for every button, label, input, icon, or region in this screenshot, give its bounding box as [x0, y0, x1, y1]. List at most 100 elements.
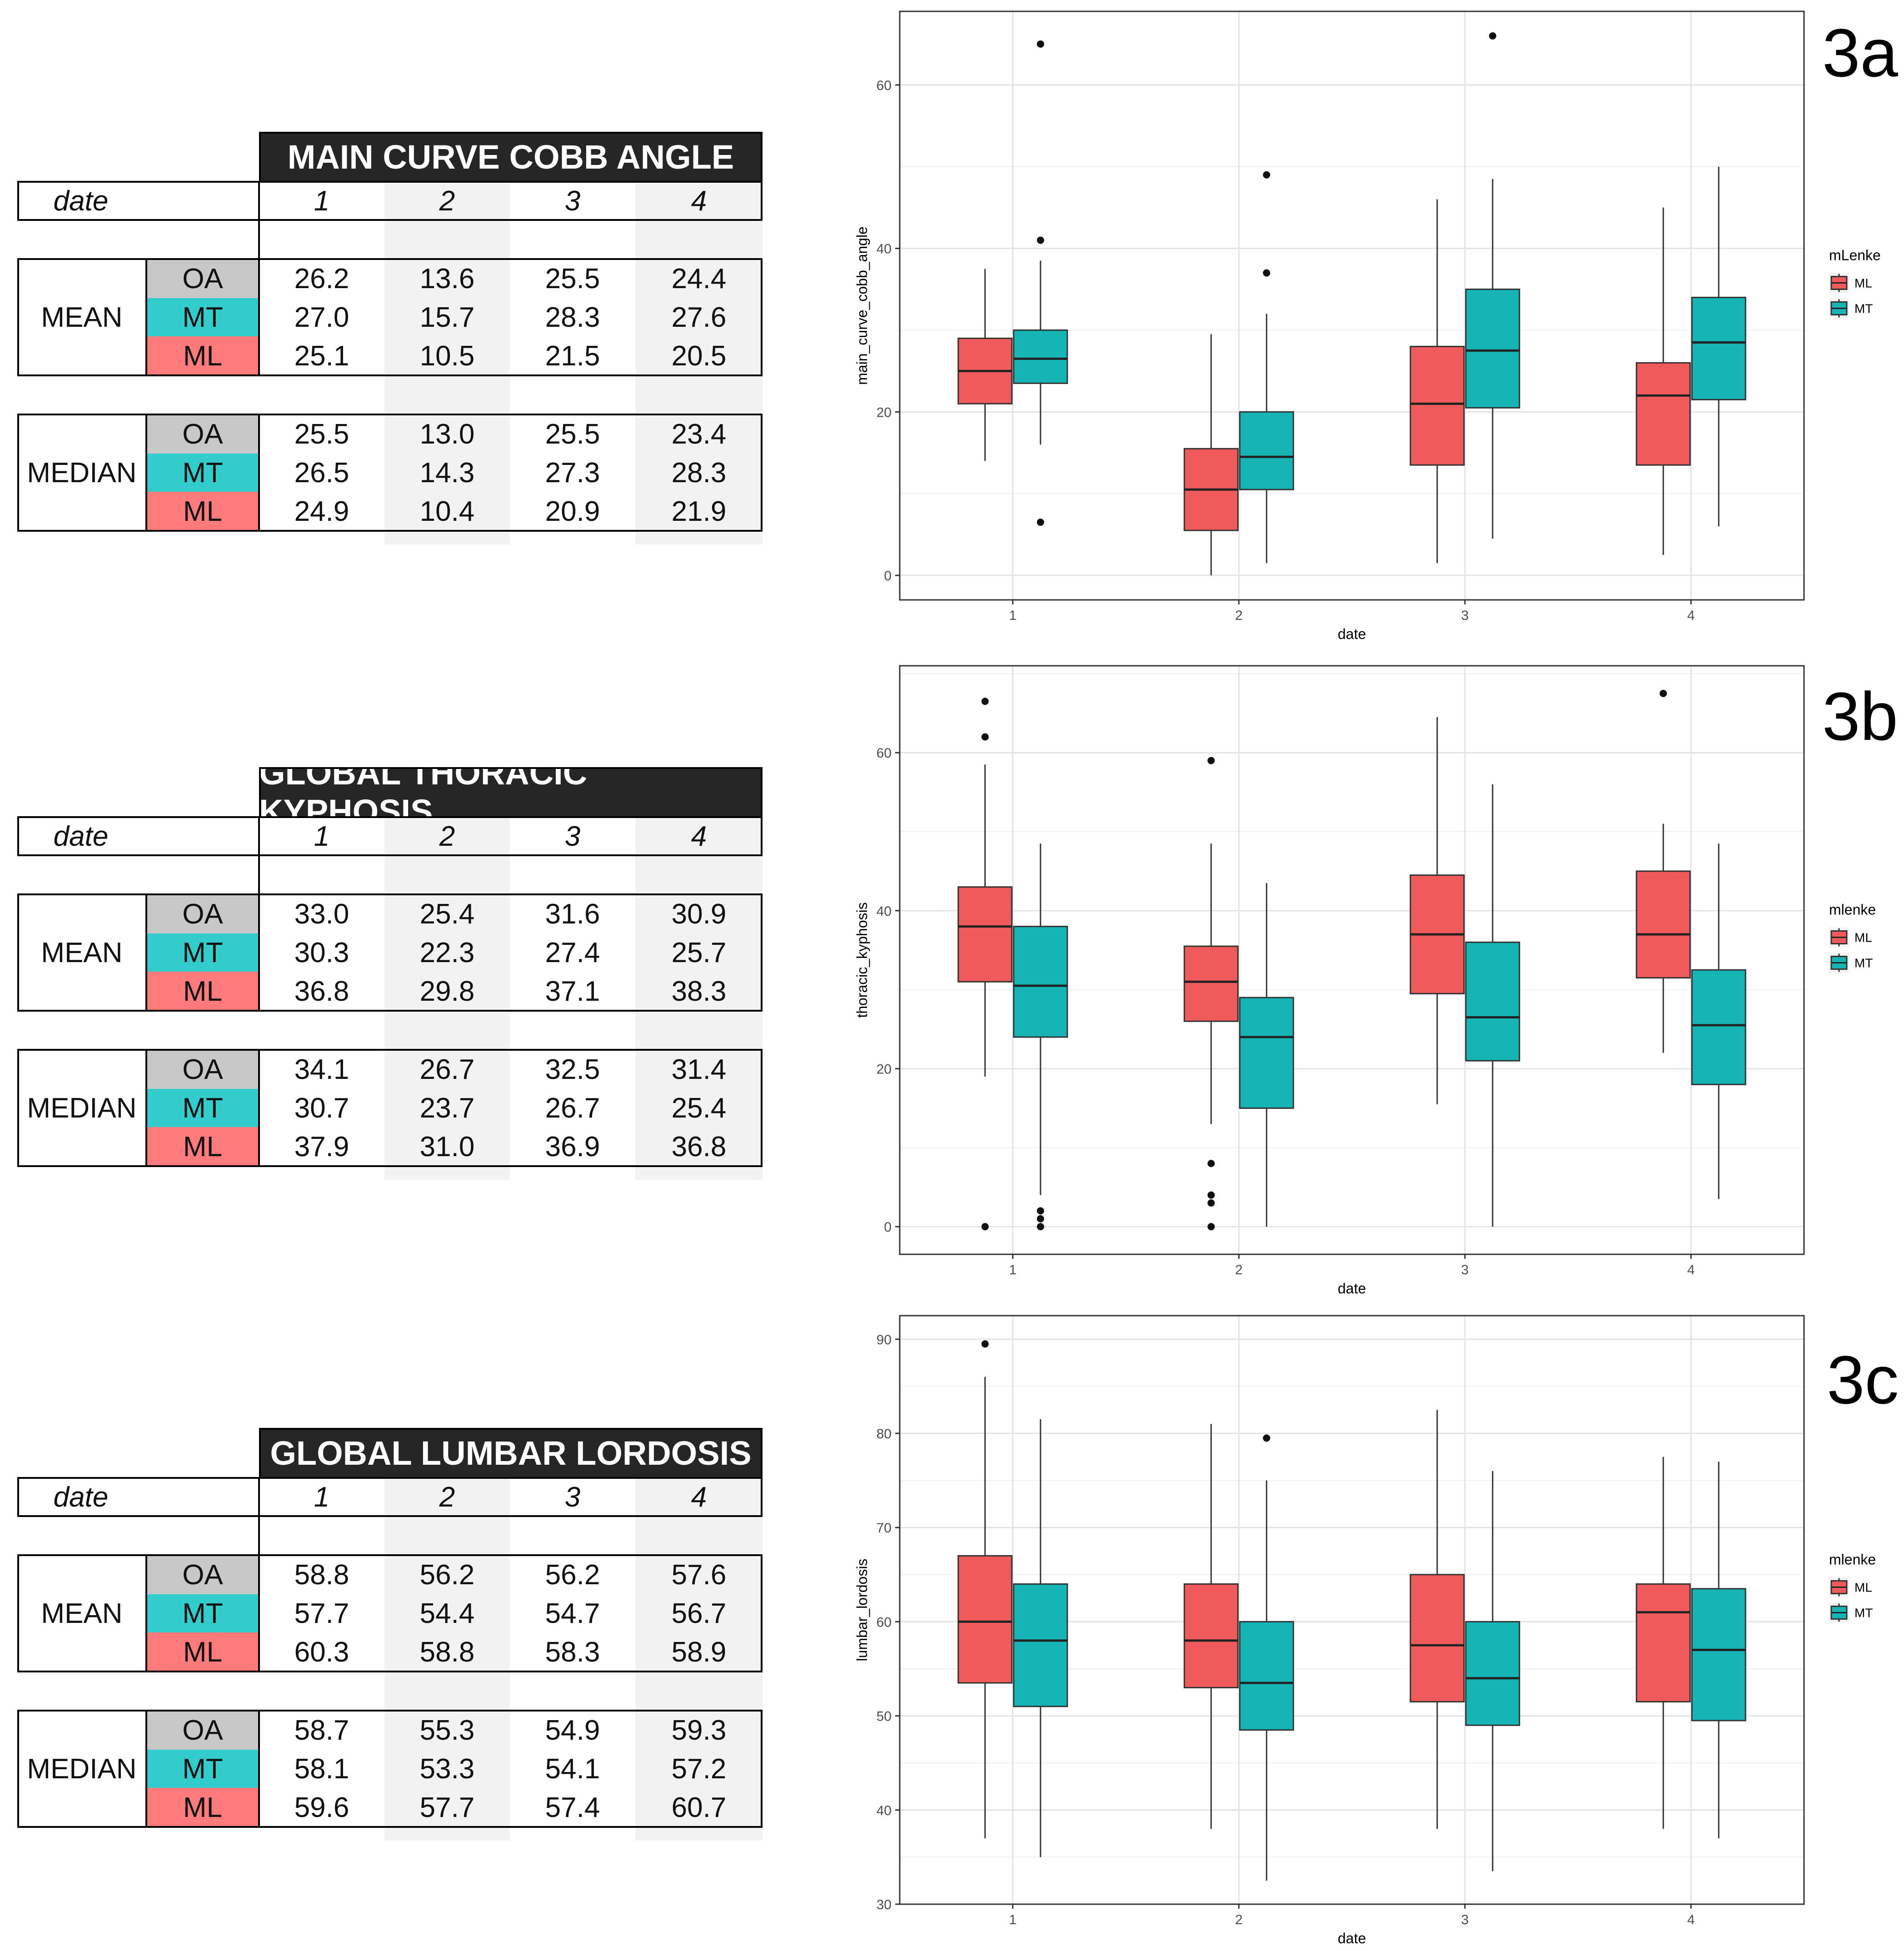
table-cell: 29.8	[419, 975, 475, 1007]
y-tick-label: 60	[877, 78, 892, 93]
legend-label-ml: ML	[1854, 276, 1872, 290]
table-cell: 56.2	[419, 1559, 475, 1591]
y-axis-title: thoracic_kyphosis	[854, 902, 870, 1018]
row-label-mt: MT	[146, 454, 259, 492]
table-cell: 32.5	[545, 1053, 600, 1085]
x-tick-label: 1	[1009, 1262, 1017, 1277]
outlier-point	[1207, 1223, 1215, 1231]
outlier-point	[1263, 171, 1271, 179]
group-median: MEDIAN	[27, 457, 137, 489]
table-cell: 24.9	[294, 495, 349, 527]
date-col-3: 3	[564, 820, 581, 852]
table-cell: 34.1	[294, 1053, 349, 1085]
y-tick-label: 90	[877, 1332, 892, 1347]
box-mt	[1013, 1583, 1068, 1707]
row-label-mt: MT	[146, 298, 259, 336]
y-axis-title: main_curve_cobb_angle	[854, 226, 870, 385]
y-tick-label: 20	[877, 405, 892, 420]
plot-border	[899, 1315, 1805, 1905]
table-cell: 57.2	[671, 1753, 727, 1785]
table-cell: 15.7	[419, 301, 475, 333]
row-label-mt: MT	[146, 1750, 259, 1788]
date-col-1: 1	[314, 185, 330, 217]
y-tick-label: 30	[877, 1897, 892, 1912]
figure-label-3c: 3c	[1827, 1342, 1899, 1418]
table-cell: 54.7	[545, 1597, 600, 1629]
x-tick-label: 4	[1687, 608, 1695, 623]
date-header: date	[53, 185, 109, 217]
date-col-1: 1	[314, 1481, 330, 1513]
row-label-ml: ML	[146, 336, 259, 375]
legend-label-mt: MT	[1854, 956, 1873, 970]
outlier-point	[1660, 689, 1667, 697]
row-label-oa: OA	[146, 894, 259, 933]
table-cell: 53.3	[419, 1753, 475, 1785]
table-cell: 26.2	[294, 263, 349, 294]
table-cell: 36.8	[294, 975, 349, 1007]
box-ml	[1635, 1583, 1691, 1703]
legend-title: mlenke	[1829, 1552, 1876, 1568]
outlier-point	[1263, 1434, 1271, 1442]
date-header: date	[53, 820, 109, 852]
table-title: GLOBAL LUMBAR LORDOSIS	[259, 1428, 763, 1478]
y-tick-label: 60	[877, 746, 892, 761]
table-cell: 58.7	[294, 1714, 349, 1746]
table-cell: 30.9	[671, 898, 727, 930]
plot-border	[899, 10, 1805, 601]
y-tick-label: 60	[877, 1615, 892, 1630]
label-divider	[258, 414, 260, 532]
table-cell: 26.7	[419, 1053, 475, 1085]
x-axis-title: date	[1338, 626, 1366, 642]
y-tick-label: 50	[877, 1709, 892, 1724]
x-axis-title: date	[1338, 1280, 1366, 1297]
box-mt	[1013, 329, 1068, 384]
x-tick-label: 2	[1235, 1912, 1243, 1927]
table-cell: 37.9	[294, 1131, 349, 1163]
table-cell: 21.5	[545, 340, 600, 372]
row-label-oa: OA	[146, 414, 259, 454]
table-cell: 57.6	[671, 1559, 727, 1591]
y-tick-label: 70	[877, 1521, 892, 1536]
y-axis-title: lumbar_lordosis	[854, 1559, 870, 1662]
box-mt	[1013, 926, 1068, 1038]
label-divider	[258, 1710, 260, 1828]
table-cell: 27.0	[294, 301, 349, 333]
table-cell: 20.9	[545, 495, 600, 527]
label-divider	[258, 258, 260, 376]
row-label-oa: OA	[146, 259, 259, 298]
shade-col-2	[384, 817, 510, 1180]
table-cell: 59.3	[671, 1714, 727, 1746]
table-cell: 58.3	[545, 1636, 600, 1668]
shade-col-2	[384, 182, 510, 544]
row-label-ml: ML	[146, 972, 259, 1011]
legend-label-mt: MT	[1854, 302, 1873, 316]
table-cell: 25.1	[294, 340, 349, 372]
outlier-point	[981, 698, 989, 705]
group-mean: MEAN	[41, 301, 123, 333]
legend-title: mlenke	[1829, 902, 1876, 918]
table-global-lumbar-lordosis: GLOBAL LUMBAR LORDOSIS date 1 2 3 4 MEAN…	[17, 1428, 763, 1841]
label-divider	[145, 414, 147, 532]
table-cell: 31.0	[419, 1131, 475, 1163]
box-ml	[1183, 945, 1239, 1022]
date-header: date	[53, 1481, 109, 1513]
box-mt	[1465, 289, 1520, 409]
group-median: MEDIAN	[27, 1753, 137, 1785]
box-ml	[957, 886, 1013, 983]
table-cell: 25.5	[545, 263, 600, 294]
row-label-oa: OA	[146, 1050, 259, 1089]
label-divider	[145, 258, 147, 376]
table-cell: 10.5	[419, 340, 475, 372]
date-divider	[258, 181, 260, 259]
table-cell: 25.4	[671, 1092, 727, 1124]
table-cell: 54.4	[419, 1597, 475, 1629]
row-label-oa: OA	[146, 1711, 259, 1750]
x-tick-label: 1	[1009, 1912, 1017, 1927]
x-tick-label: 2	[1235, 608, 1243, 623]
date-col-2: 2	[439, 1481, 455, 1513]
table-cell: 21.9	[671, 495, 727, 527]
shade-col-4	[635, 1478, 763, 1841]
outlier-point	[1207, 757, 1215, 764]
date-col-2: 2	[439, 820, 455, 852]
table-cell: 57.7	[294, 1597, 349, 1629]
